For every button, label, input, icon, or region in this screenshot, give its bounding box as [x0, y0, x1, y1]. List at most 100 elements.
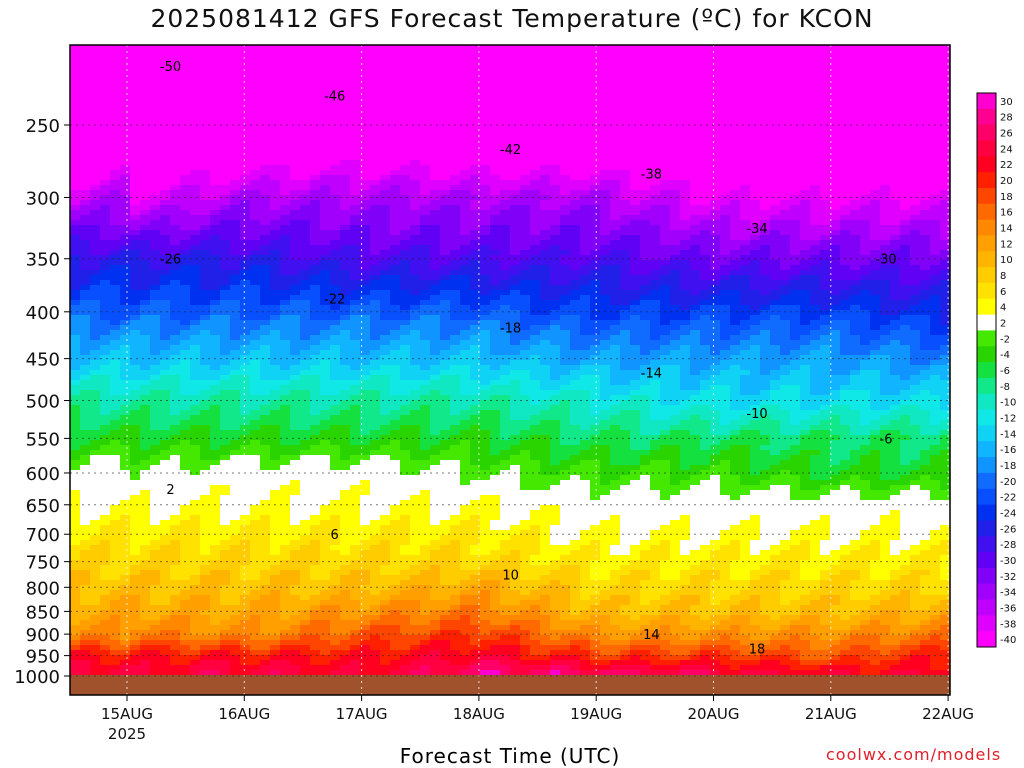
- temp-cell: [360, 635, 371, 641]
- temp-cell: [340, 495, 351, 501]
- temp-cell: [310, 655, 321, 661]
- temp-cell: [370, 480, 381, 486]
- temp-cell: [420, 235, 431, 241]
- temp-cell: [430, 345, 441, 351]
- temp-cell: [160, 430, 171, 436]
- temp-cell: [270, 295, 281, 301]
- temp-cell: [130, 615, 141, 621]
- temp-cell: [350, 365, 361, 371]
- temp-cell: [430, 85, 441, 91]
- temp-cell: [340, 670, 351, 676]
- temp-cell: [190, 480, 201, 486]
- temp-cell: [160, 255, 171, 261]
- temp-cell: [400, 515, 411, 521]
- temp-cell: [150, 235, 161, 241]
- temp-cell: [150, 500, 161, 506]
- temp-cell: [190, 275, 201, 281]
- temp-cell: [200, 60, 211, 66]
- temp-cell: [130, 325, 141, 331]
- temp-cell: [220, 470, 231, 476]
- temp-cell: [310, 400, 321, 406]
- temp-cell: [250, 350, 261, 356]
- temp-cell: [440, 255, 451, 261]
- temp-cell: [180, 630, 191, 636]
- temp-cell: [150, 215, 161, 221]
- temp-cell: [400, 520, 411, 526]
- temp-cell: [170, 240, 181, 246]
- temp-cell: [270, 260, 281, 266]
- temp-cell: [170, 645, 181, 651]
- temp-cell: [100, 530, 111, 536]
- temp-cell: [340, 440, 351, 446]
- temp-cell: [120, 555, 131, 561]
- temp-cell: [430, 615, 441, 621]
- temp-cell: [170, 55, 181, 61]
- temp-cell: [280, 325, 291, 331]
- temp-cell: [410, 430, 421, 436]
- temp-cell: [110, 400, 121, 406]
- temp-cell: [280, 465, 291, 471]
- temp-cell: [170, 535, 181, 541]
- temp-cell: [140, 215, 151, 221]
- temp-cell: [80, 45, 91, 51]
- temp-cell: [420, 595, 431, 601]
- temp-cell: [270, 315, 281, 321]
- temp-cell: [360, 425, 371, 431]
- temp-cell: [350, 195, 361, 201]
- temp-cell: [170, 230, 181, 236]
- temp-cell: [230, 525, 241, 531]
- temp-cell: [270, 500, 281, 506]
- temp-cell: [300, 375, 311, 381]
- temp-cell: [210, 555, 221, 561]
- temp-cell: [450, 85, 461, 91]
- temp-cell: [260, 505, 271, 511]
- temp-cell: [170, 375, 181, 381]
- temp-cell: [430, 165, 441, 171]
- temp-cell: [450, 300, 461, 306]
- temp-cell: [140, 330, 151, 336]
- temp-cell: [200, 85, 211, 91]
- temp-cell: [380, 165, 391, 171]
- temp-cell: [240, 125, 251, 131]
- temp-cell: [180, 615, 191, 621]
- temp-cell: [120, 390, 131, 396]
- temp-cell: [440, 265, 451, 271]
- temp-cell: [280, 260, 291, 266]
- temp-cell: [280, 350, 291, 356]
- temp-cell: [210, 120, 221, 126]
- temp-cell: [310, 520, 321, 526]
- temp-cell: [290, 150, 301, 156]
- temp-cell: [230, 450, 241, 456]
- temp-cell: [350, 600, 361, 606]
- temp-cell: [160, 455, 171, 461]
- temp-cell: [70, 420, 81, 426]
- temp-cell: [370, 255, 381, 261]
- temp-cell: [140, 660, 151, 666]
- temp-cell: [440, 530, 451, 536]
- temp-cell: [170, 530, 181, 536]
- temp-cell: [250, 605, 261, 611]
- temp-cell: [300, 205, 311, 211]
- temp-cell: [260, 150, 271, 156]
- temp-cell: [340, 560, 351, 566]
- temp-cell: [180, 665, 191, 671]
- temp-cell: [70, 130, 81, 136]
- temp-cell: [230, 580, 241, 586]
- temp-cell: [210, 70, 221, 76]
- temp-cell: [170, 265, 181, 271]
- temp-cell: [260, 250, 271, 256]
- temp-cell: [290, 280, 301, 286]
- temp-cell: [260, 440, 271, 446]
- temp-cell: [220, 295, 231, 301]
- temp-cell: [180, 445, 191, 451]
- temp-cell: [390, 395, 401, 401]
- temp-cell: [370, 370, 381, 376]
- temp-cell: [450, 185, 461, 191]
- temp-cell: [440, 65, 451, 71]
- temp-cell: [230, 170, 241, 176]
- temp-cell: [130, 200, 141, 206]
- temp-cell: [330, 545, 341, 551]
- temp-cell: [250, 235, 261, 241]
- temp-cell: [290, 410, 301, 416]
- temp-cell: [440, 430, 451, 436]
